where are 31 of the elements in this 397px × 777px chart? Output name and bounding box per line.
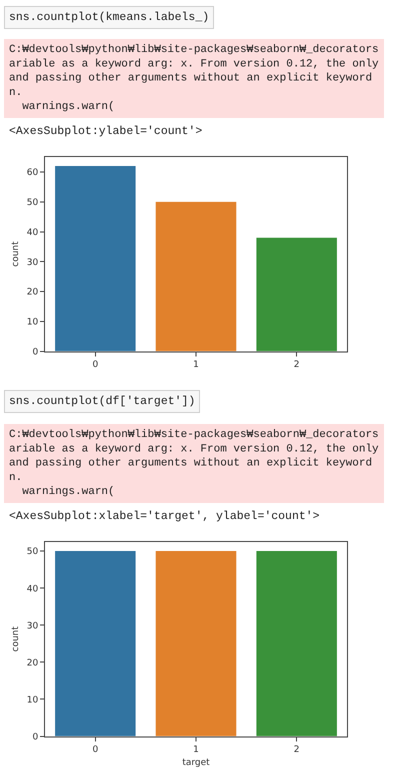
text: <AxesSubplot:ylabel='count'> (9, 125, 202, 138)
y-tick-label: 0 (32, 732, 38, 742)
bar (156, 202, 236, 352)
y-tick-label: 40 (26, 228, 38, 238)
y-axis-title: count (11, 626, 22, 652)
y-tick-label: 40 (26, 584, 38, 594)
y-tick-label: 30 (26, 258, 38, 268)
x-axis-title: target (182, 758, 210, 768)
x-tick-label: 1 (193, 745, 199, 756)
x-tick-label: 0 (92, 360, 98, 370)
y-axis-title: count (11, 240, 22, 267)
y-tick-label: 10 (26, 318, 38, 328)
x-tick-label: 0 (92, 745, 98, 756)
y-tick-label: 0 (32, 347, 38, 358)
y-tick-label: 20 (26, 658, 38, 668)
y-tick-label: 10 (26, 695, 38, 706)
text: C:₩devtools₩python₩lib₩site-packages₩seaborn₩_decorators ariable as a keyword arg: x. From version 0.12, the only and passing other arguments without an explicit keyword n. warnings.warn( (9, 429, 380, 498)
text: C:₩devtools₩python₩lib₩site-packages₩seaborn₩_decorators ariable as a keyword arg: x. From version 0.12, the only and passing other arguments without an explicit keyword n. warnings.warn( (9, 44, 380, 114)
text: sns.countplot(kmeans.labels_) (9, 11, 210, 24)
text: <AxesSubplot:xlabel='target', ylabel='count'> (9, 510, 320, 523)
x-tick-label: 2 (294, 745, 300, 756)
bar (55, 166, 136, 352)
x-tick-label: 1 (193, 360, 199, 370)
y-tick-label: 50 (26, 198, 38, 208)
text: sns.countplot(df['target']) (9, 395, 196, 408)
y-tick-label: 50 (26, 547, 38, 558)
x-tick-label: 2 (294, 360, 300, 370)
y-tick-label: 60 (26, 168, 38, 178)
bar (256, 238, 337, 352)
y-tick-label: 20 (26, 288, 38, 298)
y-tick-label: 30 (26, 621, 38, 632)
